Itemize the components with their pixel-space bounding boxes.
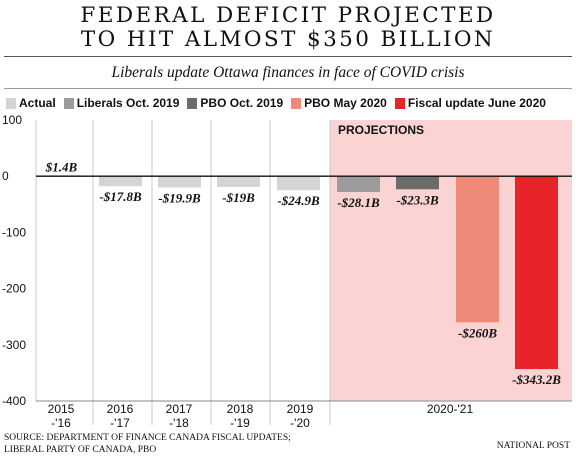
y-tick-label: -100 <box>2 225 26 239</box>
legend-item: Fiscal update June 2020 <box>394 96 546 110</box>
x-tick-label: 2019 <box>287 402 314 416</box>
legend-item: Liberals Oct. 2019 <box>63 96 180 110</box>
legend-swatch <box>6 97 16 109</box>
x-tick-label: 2017 <box>166 402 193 416</box>
bar <box>158 176 201 188</box>
y-tick-label: 100 <box>2 113 22 127</box>
legend-swatch <box>291 97 302 109</box>
legend-label: Liberals Oct. 2019 <box>76 96 180 110</box>
x-tick-label: 2020-'21 <box>427 402 474 416</box>
bar-value-label: -$343.2B <box>512 372 561 387</box>
y-tick-label: -300 <box>2 338 26 352</box>
credit: NATIONAL POST <box>496 441 570 451</box>
source-note: SOURCE: DEPARTMENT OF FINANCE CANADA FIS… <box>4 432 291 456</box>
y-tick-label: 0 <box>2 169 9 183</box>
y-tick-label: -200 <box>2 282 26 296</box>
bar <box>217 176 260 187</box>
chart-title: FEDERAL DEFICIT PROJECTED TO HIT ALMOST … <box>0 4 576 52</box>
x-tick-label-line2: -'20 <box>290 416 310 430</box>
title-rule <box>4 56 572 57</box>
x-tick-label: 2016 <box>107 402 134 416</box>
bar-value-label: $1.4B <box>45 159 78 174</box>
bar <box>337 176 380 192</box>
legend: Actual Liberals Oct. 2019 PBO Oct. 2019 PBO… <box>6 94 554 112</box>
x-tick-label: 2015 <box>48 402 75 416</box>
legend-item: Actual <box>6 96 56 110</box>
bar <box>456 176 499 323</box>
legend-label: Actual <box>19 96 56 110</box>
bar-value-label: -$19.9B <box>158 190 201 205</box>
bar <box>277 176 320 191</box>
legend-item: PBO May 2020 <box>291 96 387 110</box>
subtitle-rule <box>4 88 572 89</box>
source-line-1: SOURCE: DEPARTMENT OF FINANCE CANADA FIS… <box>4 433 291 443</box>
legend-swatch <box>394 97 405 109</box>
x-tick-label-line2: -'18 <box>169 416 189 430</box>
bar <box>396 176 439 190</box>
legend-label: PBO Oct. 2019 <box>200 96 284 110</box>
legend-label: Fiscal update June 2020 <box>407 96 546 110</box>
legend-swatch <box>63 97 74 109</box>
title-line-2: TO HIT ALMOST $350 BILLION <box>80 27 496 52</box>
bar-value-label: -$24.9B <box>277 193 320 208</box>
bar <box>99 176 142 187</box>
bar-value-label: -$17.8B <box>99 189 142 204</box>
projection-label: PROJECTIONS <box>338 123 424 137</box>
legend-swatch <box>187 97 198 109</box>
x-tick-label-line2: -'19 <box>230 416 250 430</box>
x-tick-label: 2018 <box>227 402 254 416</box>
bar <box>515 176 558 370</box>
x-tick-label-line2: -'16 <box>51 416 71 430</box>
chart-subtitle: Liberals update Ottawa finances in face … <box>111 64 465 81</box>
bar-value-label: -$28.1B <box>337 195 380 210</box>
bar-value-label: -$23.3B <box>396 192 439 207</box>
x-tick-label-line2: -'17 <box>110 416 130 430</box>
y-tick-label: -400 <box>2 394 26 408</box>
legend-label: PBO May 2020 <box>304 96 387 110</box>
title-line-1: FEDERAL DEFICIT PROJECTED <box>80 3 496 28</box>
source-line-2: LIBERAL PARTY OF CANADA, PBO <box>4 445 157 455</box>
bar-chart: PROJECTIONS 100 0 -100 -200 -300 -400 $1.4B -$17… <box>2 113 572 430</box>
bar-value-label: -$260B <box>458 325 497 340</box>
legend-item: PBO Oct. 2019 <box>187 96 283 110</box>
bar-value-label: -$19B <box>222 190 255 205</box>
